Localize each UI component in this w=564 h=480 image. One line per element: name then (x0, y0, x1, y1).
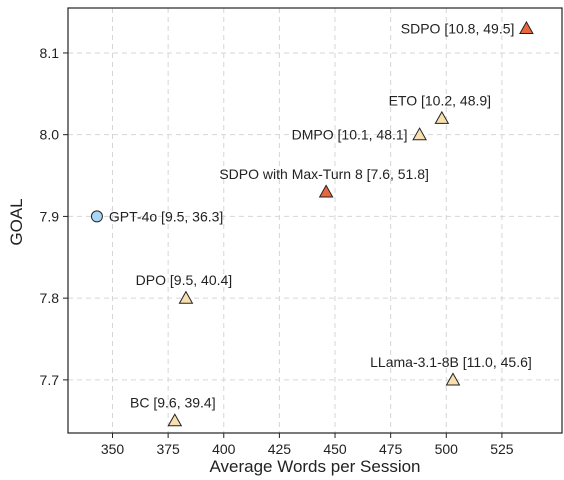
y-tick-label: 7.7 (40, 372, 60, 388)
x-tick-label: 350 (101, 441, 125, 457)
data-point-label: DMPO [10.1, 48.1] (292, 127, 408, 143)
data-point-marker (519, 20, 534, 35)
axis-ticks: 350 375 400 425 450 475 500 525 7.7 7.8 7.9 8.0 8.1 (40, 45, 514, 457)
data-point-label: DPO [9.5, 40.4] (136, 272, 233, 288)
data-point-label: GPT-4o [9.5, 36.3] (109, 208, 223, 224)
y-axis-label: GOAL (7, 198, 26, 245)
data-point-marker (178, 290, 194, 304)
data-point-label: SDPO [10.8, 49.5] (401, 20, 515, 36)
y-tick-label: 8.1 (40, 45, 60, 61)
x-tick-label: 375 (156, 441, 180, 457)
grid-lines (68, 8, 562, 433)
data-points: SDPO [10.8, 49.5] ETO [10.2, 48.9] DMPO [1… (90, 20, 534, 427)
y-tick-label: 8.0 (40, 127, 60, 143)
y-tick-label: 7.9 (40, 208, 60, 224)
data-point-marker (167, 413, 183, 427)
x-axis-label: Average Words per Session (209, 457, 420, 476)
x-tick-label: 475 (379, 441, 403, 457)
x-tick-label: 450 (323, 441, 347, 457)
data-point-marker (445, 372, 461, 386)
data-point-marker (90, 210, 103, 223)
x-tick-label: 525 (490, 441, 514, 457)
data-point-label: ETO [10.2, 48.9] (389, 92, 491, 108)
plot-frame (67, 7, 563, 434)
data-point-marker (318, 184, 334, 198)
y-tick-label: 7.8 (40, 290, 60, 306)
data-point-marker (434, 110, 450, 124)
x-tick-label: 425 (268, 441, 292, 457)
data-point-marker (412, 127, 427, 141)
x-tick-label: 500 (435, 441, 459, 457)
data-point-label: SDPO with Max-Turn 8 [7.6, 51.8] (219, 166, 429, 182)
data-point-label: BC [9.6, 39.4] (130, 395, 216, 411)
x-tick-label: 400 (212, 441, 236, 457)
data-point-label: LLama-3.1-8B [11.0, 45.6] (370, 354, 532, 370)
